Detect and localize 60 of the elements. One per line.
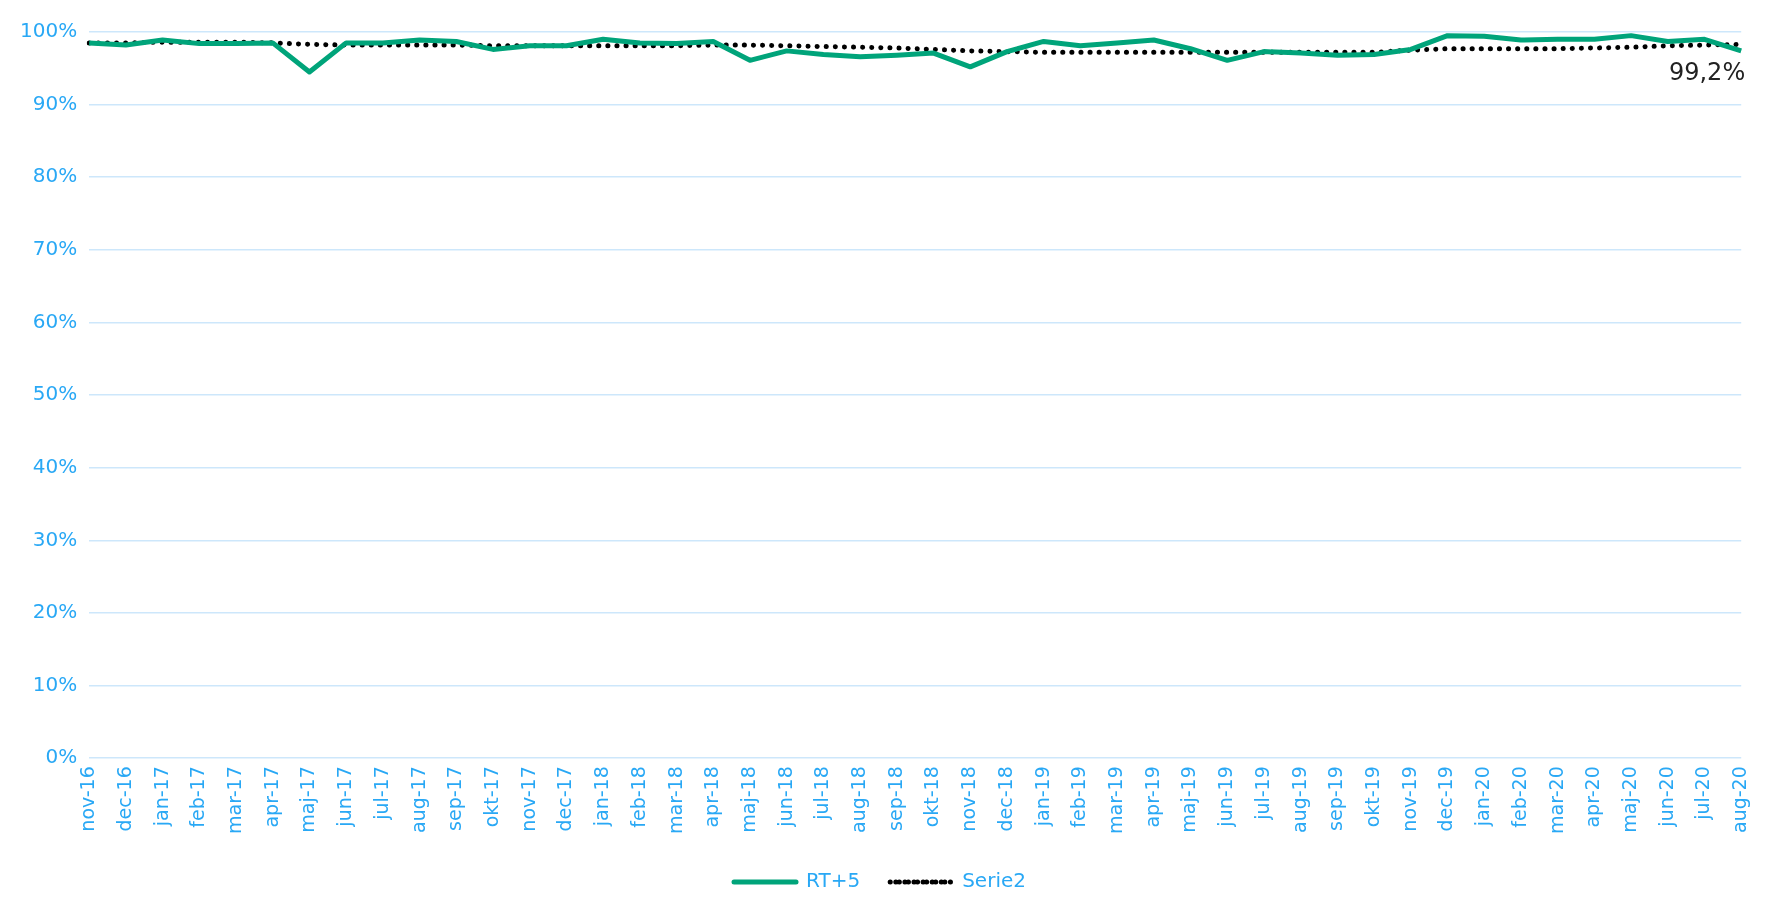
x-tick-label: feb-17 (186, 766, 209, 828)
x-tick-label: feb-18 (626, 766, 649, 828)
x-tick-label: dec-19 (1434, 766, 1457, 832)
x-tick-label: okt-18 (920, 766, 943, 828)
x-tick-label: nov-19 (1397, 766, 1420, 832)
x-tick-label: okt-17 (479, 766, 502, 828)
x-tick-label: jun-20 (1654, 766, 1677, 828)
x-tick-label: dec-17 (553, 766, 576, 832)
x-tick-label: sep-18 (883, 766, 906, 831)
y-tick-label: 90% (32, 90, 78, 115)
x-tick-label: maj-20 (1618, 766, 1640, 833)
y-tick-label: 20% (32, 599, 78, 624)
x-tick-label: maj-17 (296, 766, 319, 833)
y-tick-label: 0% (45, 744, 78, 769)
x-tick-label: jun-19 (1214, 766, 1237, 828)
x-tick-label: jul-17 (369, 766, 392, 821)
y-tick-label: 50% (32, 381, 78, 406)
y-tick-label: 70% (32, 236, 78, 261)
x-tick-label: jul-18 (810, 766, 833, 821)
x-tick-label: jul-19 (1250, 766, 1273, 821)
x-tick-label: feb-19 (1067, 766, 1090, 828)
legend-label: Serie2 (962, 868, 1026, 893)
x-tick-label: jan-20 (1471, 766, 1494, 828)
x-tick-label: mar-17 (222, 766, 245, 834)
x-tick-label: aug-20 (1728, 766, 1751, 833)
y-tick-label: 80% (32, 163, 78, 188)
x-tick-label: nov-16 (76, 766, 99, 832)
x-tick-label: maj-18 (736, 766, 759, 833)
x-tick-label: jun-17 (333, 766, 356, 828)
x-tick-label: sep-19 (1324, 766, 1347, 831)
x-tick-label: dec-16 (112, 766, 135, 832)
x-tick-label: apr-19 (1140, 766, 1163, 828)
x-tick-label: aug-17 (406, 766, 429, 833)
y-tick-label: 30% (32, 526, 78, 551)
x-tick-label: jan-17 (149, 766, 172, 828)
x-tick-label: okt-19 (1361, 766, 1384, 828)
x-tick-label: mar-18 (663, 766, 686, 834)
x-tick-label: mar-19 (1104, 766, 1127, 834)
y-tick-label: 60% (32, 308, 78, 333)
x-tick-label: jun-18 (773, 766, 796, 828)
x-tick-label: apr-20 (1581, 766, 1604, 828)
x-tick-label: nov-18 (957, 766, 980, 832)
annotation: 99,2% (1668, 58, 1746, 87)
x-tick-label: apr-18 (700, 766, 723, 828)
x-tick-label: jan-19 (1030, 766, 1053, 828)
x-tick-label: jul-20 (1691, 766, 1714, 821)
legend-label: RT+5 (806, 868, 861, 893)
y-tick-label: 10% (32, 671, 78, 696)
x-tick-label: dec-18 (993, 766, 1016, 832)
y-tick-label: 40% (32, 453, 78, 478)
x-tick-label: aug-19 (1287, 766, 1310, 833)
x-tick-label: feb-20 (1507, 766, 1530, 828)
y-tick-label: 100% (19, 18, 78, 43)
x-tick-label: mar-20 (1544, 766, 1567, 834)
x-tick-label: aug-18 (847, 766, 870, 833)
x-tick-label: jan-18 (590, 766, 613, 828)
x-tick-label: sep-17 (443, 766, 466, 831)
x-tick-label: nov-17 (516, 766, 539, 832)
x-tick-label: maj-19 (1177, 766, 1200, 833)
x-tick-label: apr-17 (259, 766, 282, 828)
